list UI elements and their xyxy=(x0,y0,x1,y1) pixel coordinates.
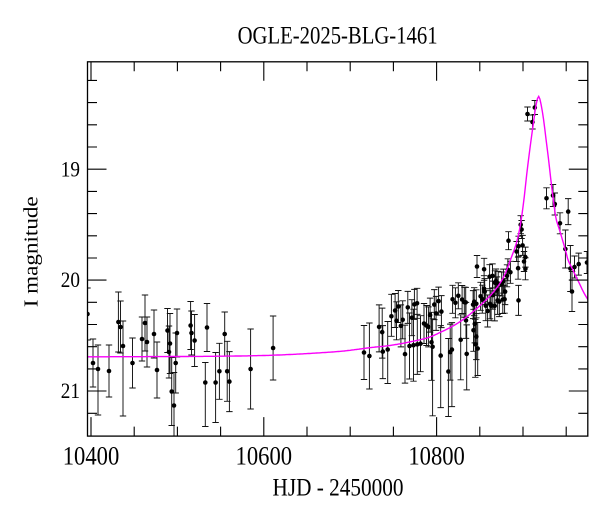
svg-text:10400: 10400 xyxy=(63,441,120,470)
svg-text:10800: 10800 xyxy=(408,441,465,470)
svg-text:10600: 10600 xyxy=(236,441,293,470)
svg-text:21: 21 xyxy=(61,378,80,403)
svg-text:OGLE-2025-BLG-1461: OGLE-2025-BLG-1461 xyxy=(238,21,438,50)
svg-text:HJD - 2450000: HJD - 2450000 xyxy=(273,472,404,501)
svg-text:19: 19 xyxy=(61,156,80,181)
svg-text:20: 20 xyxy=(61,267,80,292)
svg-text:I magnitude: I magnitude xyxy=(21,196,43,307)
